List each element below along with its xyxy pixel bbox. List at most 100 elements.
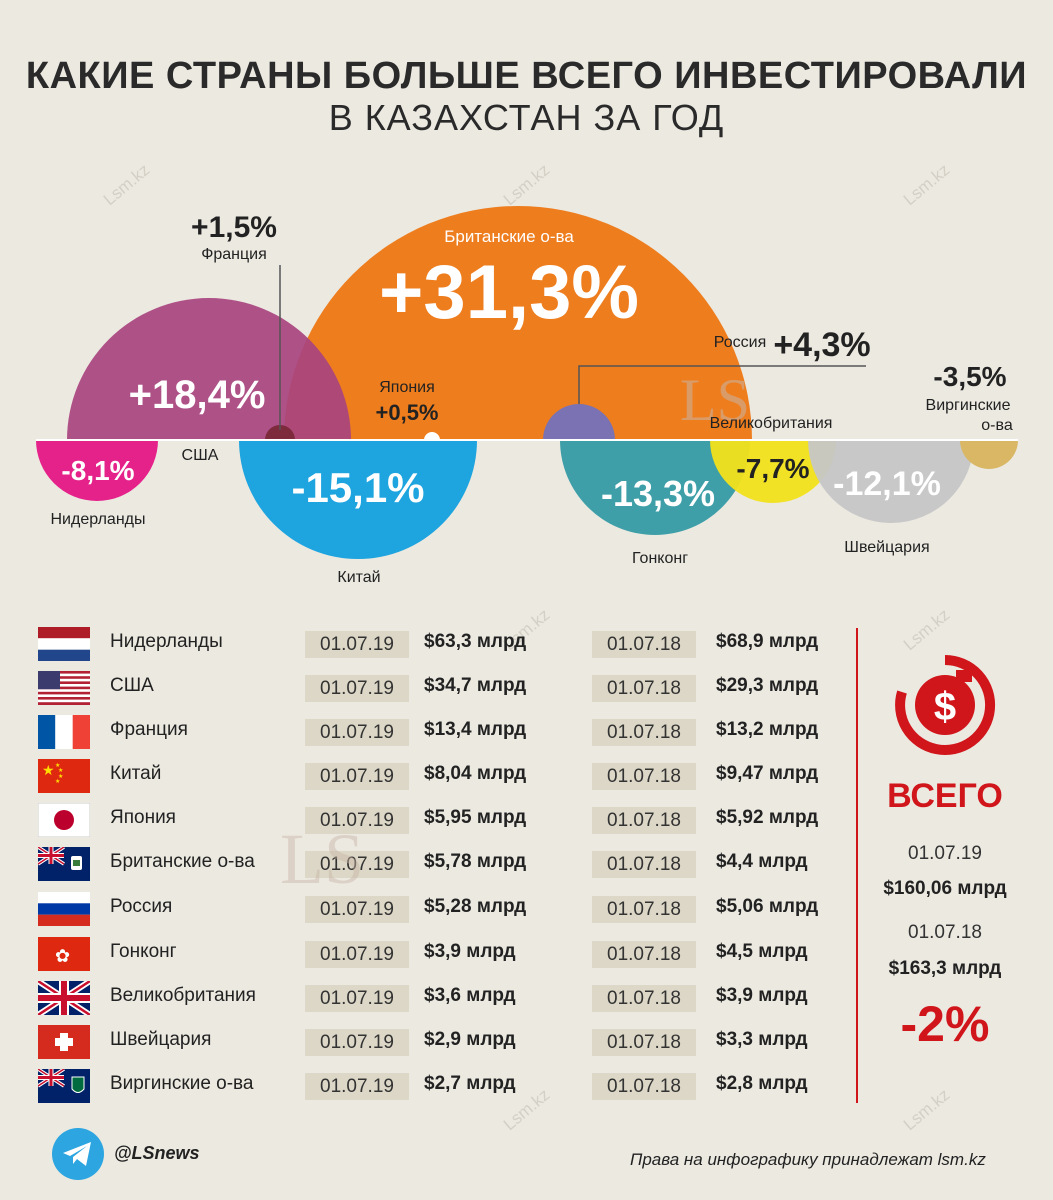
- date-old: 01.07.18: [592, 851, 696, 878]
- label-china-change: -15,1%: [291, 464, 424, 511]
- country-name: Великобритания: [110, 985, 256, 1006]
- table-row: Франция 01.07.19 $13,4 млрд 01.07.18 $13…: [38, 715, 848, 751]
- amount-old: $4,4 млрд: [716, 851, 808, 872]
- amount-old: $3,9 млрд: [716, 985, 808, 1006]
- amount-new: $5,28 млрд: [424, 896, 527, 917]
- bubble-russia: [543, 404, 615, 440]
- bubble-japan: [424, 432, 440, 440]
- france-flag: [38, 715, 90, 749]
- bubble-france: [265, 425, 295, 440]
- logo-watermark: LS: [280, 819, 365, 899]
- watermark: Lsm.kz: [899, 1085, 954, 1135]
- svg-text:★: ★: [55, 762, 60, 769]
- total-date-new: 01.07.19: [908, 843, 982, 864]
- amount-old: $29,3 млрд: [716, 675, 819, 696]
- label-virgin-islands-name-1: Виргинские: [926, 397, 1011, 414]
- page-title: КАКИЕ СТРАНЫ БОЛЬШЕ ВСЕГО ИНВЕСТИРОВАЛИ: [25, 55, 1028, 97]
- date-old: 01.07.18: [592, 941, 696, 968]
- virgin-islands-flag: [38, 1069, 90, 1103]
- amount-new: $8,04 млрд: [424, 763, 527, 784]
- watermark: Lsm.kz: [899, 605, 954, 655]
- dollar-cycle-icon: $: [895, 655, 996, 755]
- date-new: 01.07.19: [305, 896, 409, 923]
- date-old: 01.07.18: [592, 631, 696, 658]
- bubble-hongkong: [560, 440, 750, 535]
- bubble-netherlands: [36, 440, 158, 501]
- amount-old: $5,92 млрд: [716, 807, 819, 828]
- bubble-usa: [67, 298, 351, 440]
- amount-old: $5,06 млрд: [716, 896, 819, 917]
- hongkong-flag: ✿: [38, 937, 90, 971]
- date-old: 01.07.18: [592, 719, 696, 746]
- label-france-name: Франция: [201, 246, 267, 263]
- netherlands-flag: [38, 627, 90, 661]
- amount-new: $2,7 млрд: [424, 1073, 516, 1094]
- label-british-islands-change: +31,3%: [379, 250, 639, 335]
- date-old: 01.07.18: [592, 763, 696, 790]
- date-old: 01.07.18: [592, 807, 696, 834]
- uk-flag: [38, 981, 90, 1015]
- copyright-note: Права на инфографику принадлежат lsm.kz: [630, 1150, 986, 1169]
- amount-old: $3,3 млрд: [716, 1029, 808, 1050]
- telegram-icon: [52, 1128, 104, 1180]
- label-usa-change: +18,4%: [129, 373, 266, 417]
- date-new: 01.07.19: [305, 631, 409, 658]
- svg-text:$: $: [934, 685, 956, 729]
- table-row: Россия 01.07.19 $5,28 млрд 01.07.18 $5,0…: [38, 892, 848, 928]
- label-france-change: +1,5%: [191, 211, 277, 244]
- label-japan-name: Япония: [379, 379, 435, 396]
- label-virgin-islands-name-2: о-ва: [981, 417, 1013, 434]
- country-name: Франция: [110, 719, 188, 740]
- russia-flag: [38, 892, 90, 926]
- label-china-name: Китай: [337, 569, 380, 586]
- country-name: Гонконг: [110, 941, 177, 962]
- table-row: Виргинские о-ва 01.07.19 $2,7 млрд 01.07…: [38, 1069, 848, 1105]
- svg-text:✿: ✿: [55, 946, 70, 967]
- table-row: США 01.07.19 $34,7 млрд 01.07.18 $29,3 м…: [38, 671, 848, 707]
- date-new: 01.07.19: [305, 985, 409, 1012]
- amount-new: $63,3 млрд: [424, 631, 527, 652]
- british-islands-flag: [38, 847, 90, 881]
- label-uk-change: -7,7%: [736, 453, 809, 484]
- date-new: 01.07.19: [305, 851, 409, 878]
- date-new: 01.07.19: [305, 763, 409, 790]
- switzerland-flag: [38, 1025, 90, 1059]
- amount-new: $3,6 млрд: [424, 985, 516, 1006]
- china-flag: ★ ★ ★ ★ ★: [38, 759, 90, 793]
- label-hongkong-change: -13,3%: [601, 473, 715, 514]
- country-name: Китай: [110, 763, 162, 784]
- table-row: Британские о-ва 01.07.19 $5,78 млрд 01.0…: [38, 847, 848, 883]
- label-switzerland-name: Швейцария: [844, 539, 929, 556]
- amount-new: $3,9 млрд: [424, 941, 516, 962]
- date-old: 01.07.18: [592, 1073, 696, 1100]
- label-hongkong-name: Гонконг: [632, 550, 688, 567]
- amount-new: $5,95 млрд: [424, 807, 527, 828]
- total-change: -2%: [900, 996, 990, 1052]
- total-label: ВСЕГО: [887, 777, 1003, 815]
- label-netherlands-change: -8,1%: [61, 455, 134, 486]
- date-new: 01.07.19: [305, 719, 409, 746]
- svg-text:★: ★: [42, 763, 55, 779]
- label-british-islands-name: Британские о-ва: [444, 227, 574, 246]
- label-russia-change: +4,3%: [773, 326, 870, 364]
- date-new: 01.07.19: [305, 1073, 409, 1100]
- date-new: 01.07.19: [305, 941, 409, 968]
- svg-text:★: ★: [55, 778, 60, 785]
- japan-flag: [38, 803, 90, 837]
- label-usa-name: США: [182, 447, 219, 464]
- amount-new: $2,9 млрд: [424, 1029, 516, 1050]
- date-old: 01.07.18: [592, 1029, 696, 1056]
- bubble-china: [239, 440, 477, 559]
- bubble-uk: [710, 440, 836, 503]
- country-name: Виргинские о-ва: [110, 1073, 254, 1094]
- amount-old: $2,8 млрд: [716, 1073, 808, 1094]
- country-name: Япония: [110, 807, 176, 828]
- label-japan-change: +0,5%: [376, 400, 439, 425]
- date-new: 01.07.19: [305, 675, 409, 702]
- svg-text:★: ★: [58, 773, 63, 780]
- logo-watermark: LS: [680, 367, 750, 433]
- amount-old: $68,9 млрд: [716, 631, 819, 652]
- amount-old: $9,47 млрд: [716, 763, 819, 784]
- label-russia-name: Россия: [714, 334, 766, 351]
- amount-new: $13,4 млрд: [424, 719, 527, 740]
